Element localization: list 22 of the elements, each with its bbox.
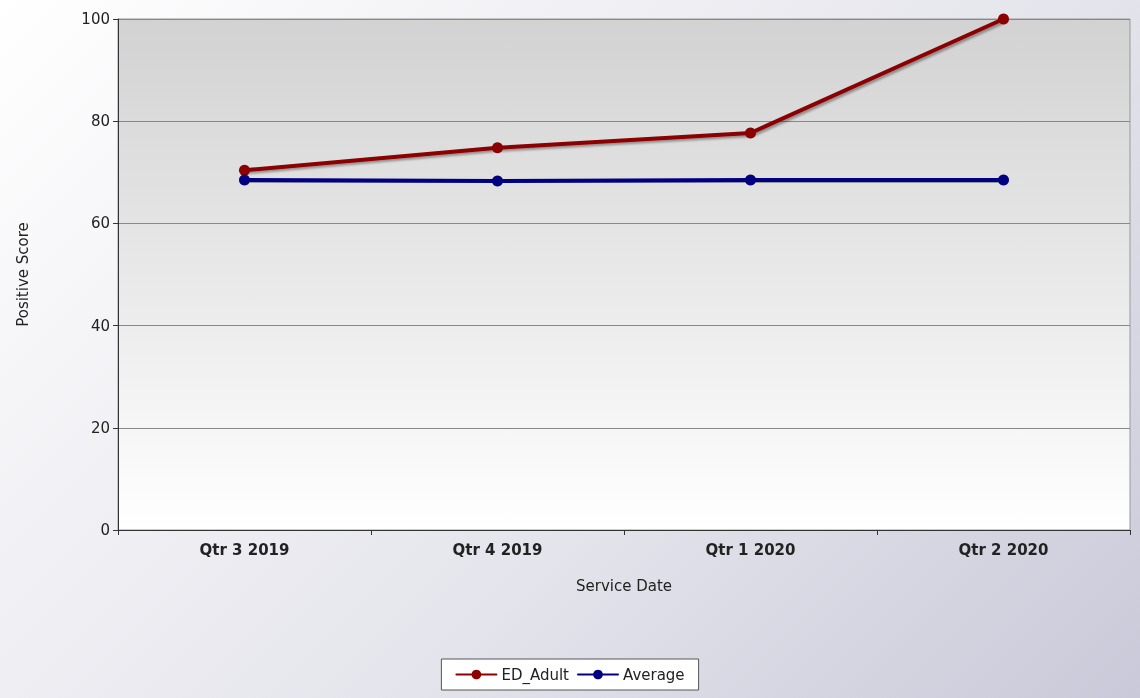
point bbox=[745, 174, 756, 186]
y-tick-label: 20 bbox=[90, 418, 110, 437]
point bbox=[745, 127, 756, 139]
y-tick-label: 100 bbox=[81, 10, 110, 28]
x-tick-label: Qtr 3 2019 bbox=[199, 540, 290, 559]
y-tick-label: 0 bbox=[100, 521, 110, 539]
point bbox=[492, 142, 503, 154]
point bbox=[492, 175, 503, 187]
point bbox=[239, 174, 250, 186]
x-tick-label: Qtr 4 2019 bbox=[452, 540, 543, 559]
x-axis-title: Service Date bbox=[575, 576, 673, 595]
y-tick-label: 60 bbox=[90, 214, 110, 233]
y-tick-label: 40 bbox=[90, 316, 110, 335]
y-tick-label: 80 bbox=[90, 112, 110, 131]
legend-label: Average bbox=[623, 665, 685, 684]
y-axis-title: Positive Score bbox=[13, 222, 32, 327]
point bbox=[998, 174, 1009, 186]
x-tick-label: Qtr 1 2020 bbox=[705, 540, 796, 559]
legend-label: ED_Adult bbox=[501, 665, 570, 685]
point bbox=[998, 13, 1009, 25]
x-tick-label: Qtr 2 2020 bbox=[958, 540, 1049, 559]
point bbox=[239, 164, 250, 176]
